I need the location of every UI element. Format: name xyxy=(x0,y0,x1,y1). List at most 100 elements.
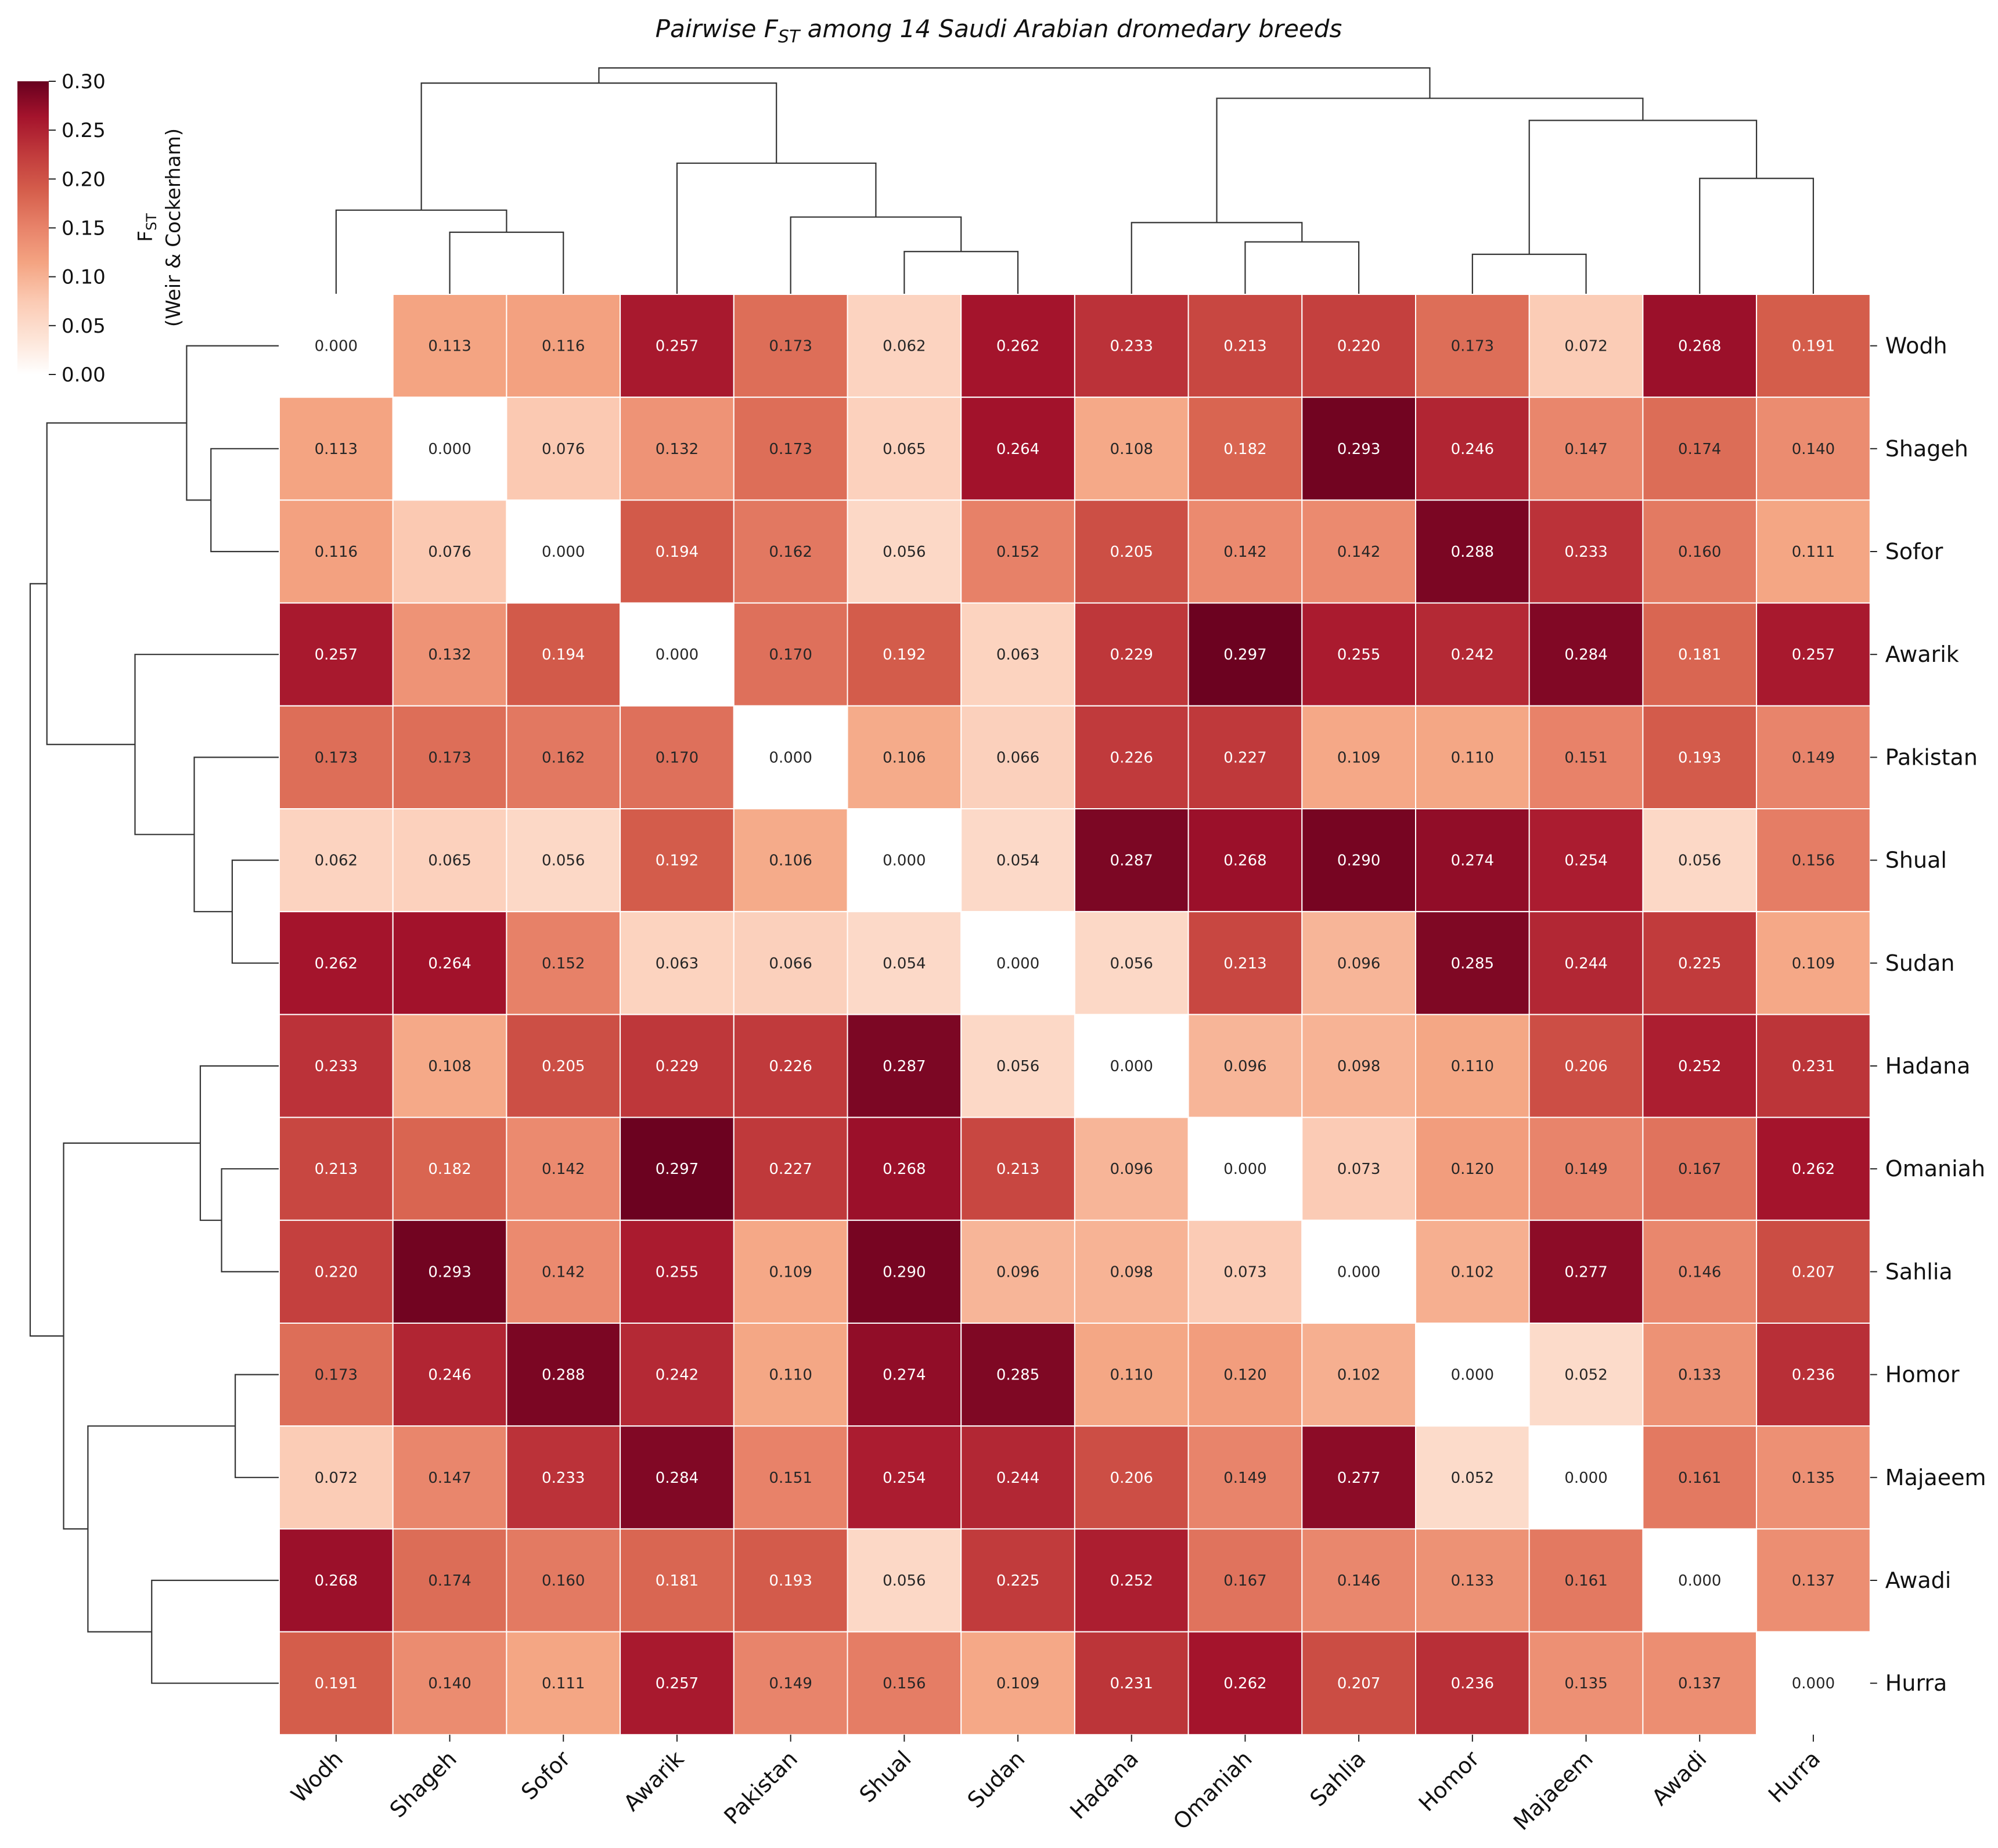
cell-omaniah-wodh xyxy=(279,1116,394,1221)
cell-wodh-omaniah xyxy=(1187,294,1303,398)
cell-value-label: 0.268 xyxy=(1223,852,1266,870)
column-label-sudan: Sudan xyxy=(963,1746,1030,1813)
dendrogram-link xyxy=(598,67,1431,99)
cell-value-label: 0.231 xyxy=(1110,1675,1153,1692)
cell-wodh-awadi xyxy=(1642,294,1758,398)
cell-value-label: 0.096 xyxy=(996,1263,1039,1281)
cell-awadi-wodh xyxy=(279,1528,394,1633)
cell-shageh-majaeem xyxy=(1528,397,1644,501)
cell-sahlia-sudan xyxy=(960,1219,1075,1324)
row-label-shual: Shual xyxy=(1885,848,1947,873)
cell-value-label: 0.000 xyxy=(996,955,1039,972)
cell-value-label: 0.191 xyxy=(1792,338,1835,355)
cell-shual-homor xyxy=(1415,808,1530,913)
cell-value-label: 0.000 xyxy=(1678,1572,1721,1590)
cell-value-label: 0.193 xyxy=(769,1572,812,1590)
cell-value-label: 0.257 xyxy=(315,646,358,664)
cell-value-label: 0.207 xyxy=(1792,1263,1835,1281)
dendrogram-link xyxy=(87,1425,236,1633)
cell-value-label: 0.052 xyxy=(1564,1367,1607,1384)
cell-value-label: 0.135 xyxy=(1564,1675,1607,1692)
cell-value-label: 0.116 xyxy=(315,543,358,561)
cell-value-label: 0.257 xyxy=(656,338,699,355)
cell-value-label: 0.000 xyxy=(542,543,585,561)
cell-value-label: 0.149 xyxy=(1564,1161,1607,1178)
cell-value-label: 0.262 xyxy=(1792,1161,1835,1178)
cell-value-label: 0.156 xyxy=(883,1675,926,1692)
cell-value-label: 0.146 xyxy=(1337,1572,1380,1590)
cell-value-label: 0.173 xyxy=(428,749,471,766)
cell-value-label: 0.102 xyxy=(1451,1263,1494,1281)
cell-hurra-shageh xyxy=(392,1631,507,1735)
cell-awadi-pakistan xyxy=(733,1528,848,1633)
colorbar-ticks: 0.00 0.05 0.10 0.15 0.20 0.25 0.30 xyxy=(49,70,106,387)
cell-value-label: 0.151 xyxy=(1564,749,1607,766)
cell-value-label: 0.213 xyxy=(1223,338,1266,355)
cell-majaeem-majaeem xyxy=(1528,1425,1644,1530)
cell-value-label: 0.252 xyxy=(1678,1058,1721,1075)
cell-sofor-sofor xyxy=(506,499,621,604)
cell-value-label: 0.220 xyxy=(315,1263,358,1281)
cell-value-label: 0.226 xyxy=(1110,749,1153,766)
row-label-majaeem: Majaeem xyxy=(1885,1465,1986,1490)
cell-value-label: 0.233 xyxy=(1110,338,1153,355)
cell-value-label: 0.173 xyxy=(769,338,812,355)
cell-sofor-hurra xyxy=(1756,499,1871,604)
cell-pakistan-sofor xyxy=(506,705,621,810)
cell-awarik-omaniah xyxy=(1187,602,1303,707)
dendrogram-link xyxy=(221,1168,279,1273)
cell-sudan-sofor xyxy=(506,911,621,1015)
dendrogram-link xyxy=(790,216,962,294)
cell-value-label: 0.194 xyxy=(542,646,585,664)
cell-value-label: 0.262 xyxy=(1223,1675,1266,1692)
cell-hurra-wodh xyxy=(279,1631,394,1735)
dendrogram-link xyxy=(1699,178,1815,294)
cell-homor-sahlia xyxy=(1301,1323,1417,1427)
cell-majaeem-awarik xyxy=(620,1425,735,1530)
cell-value-label: 0.000 xyxy=(883,852,926,870)
cell-value-label: 0.288 xyxy=(542,1367,585,1384)
cell-omaniah-homor xyxy=(1415,1116,1530,1221)
cell-homor-wodh xyxy=(279,1323,394,1427)
cell-wodh-hurra xyxy=(1756,294,1871,398)
cell-value-label: 0.109 xyxy=(1337,749,1380,766)
cell-sudan-homor xyxy=(1415,911,1530,1015)
cell-omaniah-sofor xyxy=(506,1116,621,1221)
cell-value-label: 0.108 xyxy=(1110,441,1153,458)
cell-value-label: 0.000 xyxy=(1110,1058,1153,1075)
cell-value-label: 0.173 xyxy=(769,441,812,458)
cell-omaniah-sahlia xyxy=(1301,1116,1417,1221)
cell-omaniah-awarik xyxy=(620,1116,735,1221)
cell-shual-hurra xyxy=(1756,808,1871,913)
cell-hadana-awadi xyxy=(1642,1014,1758,1118)
column-label-awarik: Awarik xyxy=(618,1746,689,1816)
colorbar-tick-label: 0.10 xyxy=(62,266,106,289)
cell-value-label: 0.111 xyxy=(1792,543,1835,561)
cell-value-label: 0.156 xyxy=(1792,852,1835,870)
cell-shageh-sahlia xyxy=(1301,397,1417,501)
cell-value-label: 0.192 xyxy=(883,646,926,664)
cell-value-label: 0.181 xyxy=(656,1572,699,1590)
cell-value-label: 0.076 xyxy=(428,543,471,561)
dendrogram-link xyxy=(903,251,1019,294)
cell-value-label: 0.274 xyxy=(883,1367,926,1384)
cell-value-label: 0.173 xyxy=(315,1367,358,1384)
cell-awadi-awarik xyxy=(620,1528,735,1633)
cell-omaniah-shageh xyxy=(392,1116,507,1221)
cell-shual-majaeem xyxy=(1528,808,1644,913)
cell-value-label: 0.110 xyxy=(1451,749,1494,766)
dendrogram-link xyxy=(1244,241,1360,294)
cell-pakistan-sudan xyxy=(960,705,1075,810)
cell-awadi-awadi xyxy=(1642,1528,1758,1633)
cell-hadana-homor xyxy=(1415,1014,1530,1118)
cell-shageh-pakistan xyxy=(733,397,848,501)
cell-value-label: 0.110 xyxy=(1110,1367,1153,1384)
cell-sudan-shageh xyxy=(392,911,507,1015)
colorbar-tick-label: 0.30 xyxy=(62,70,106,93)
cell-value-label: 0.167 xyxy=(1223,1572,1266,1590)
cell-hurra-shual xyxy=(847,1631,962,1735)
cell-wodh-shual xyxy=(847,294,962,398)
cell-value-label: 0.140 xyxy=(1792,441,1835,458)
cell-value-label: 0.268 xyxy=(1678,338,1721,355)
dendrogram-link xyxy=(335,209,507,294)
